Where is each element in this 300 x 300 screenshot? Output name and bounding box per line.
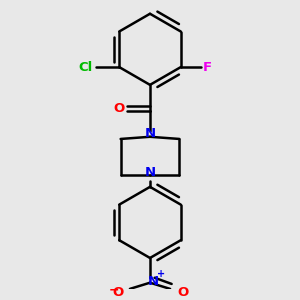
Text: F: F <box>203 61 212 74</box>
Text: N: N <box>148 275 159 288</box>
Text: O: O <box>177 286 188 299</box>
Text: −: − <box>109 284 119 297</box>
Text: +: + <box>157 268 165 278</box>
Text: Cl: Cl <box>78 61 92 74</box>
Text: O: O <box>112 286 124 299</box>
Text: O: O <box>113 102 125 115</box>
Text: N: N <box>144 127 156 140</box>
Text: N: N <box>144 166 156 178</box>
